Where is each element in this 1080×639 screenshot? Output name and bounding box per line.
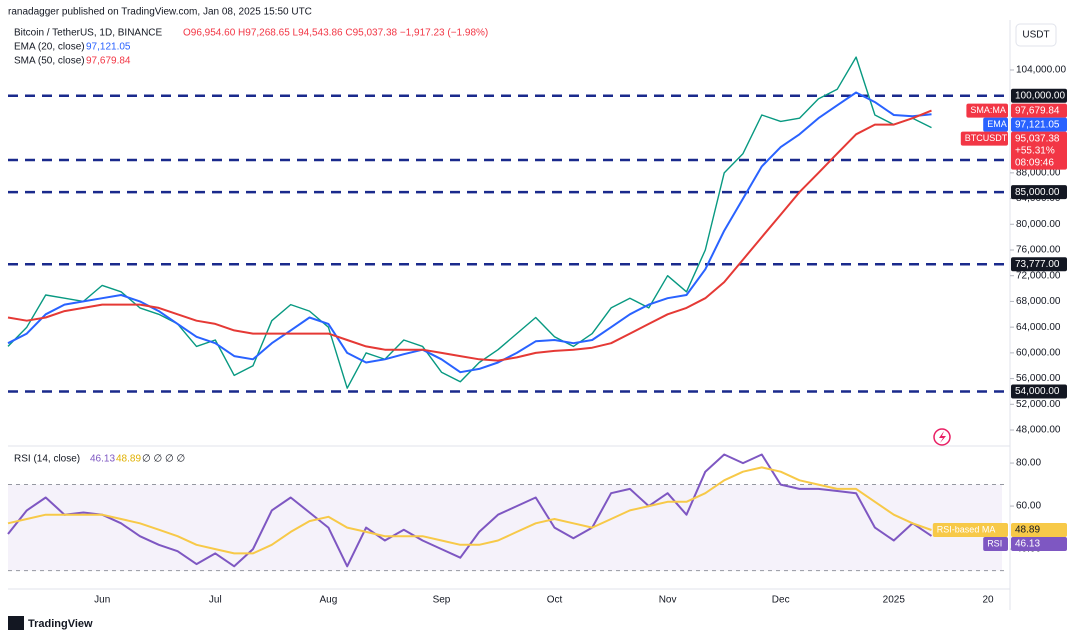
tag-box	[1011, 103, 1067, 118]
series-line	[7, 466, 932, 555]
tag-name-box	[960, 131, 1008, 146]
level-tag	[1011, 185, 1067, 200]
tag-name-box	[983, 117, 1008, 132]
y-tick-label: 56,000.00	[1016, 373, 1061, 384]
series-line	[7, 56, 932, 389]
level-tag	[1011, 257, 1067, 272]
ohlc: O96,954.60 H97,268.65 L94,543.86 C95,037…	[183, 28, 488, 39]
rsi-legend-value: 46.13	[90, 454, 115, 465]
tag-box	[1011, 536, 1067, 551]
x-tick-label: Dec	[772, 595, 790, 606]
level-tag-label: 85,000.00	[1015, 187, 1060, 198]
y-tick-label: 80,000.00	[1016, 219, 1061, 230]
y-tick-label: 104,000.00	[1016, 65, 1066, 76]
level-tag-label: 100,000.00	[1015, 90, 1065, 101]
y-tick-label: 60.00	[1016, 501, 1041, 512]
y-tick-label: 88,000.00	[1016, 167, 1061, 178]
rsi-legend-extra: ∅ ∅ ∅ ∅	[142, 454, 185, 465]
rsi-title: RSI (14, close)	[14, 454, 80, 465]
alert-icon[interactable]	[933, 428, 951, 446]
rsi-band	[8, 484, 1002, 571]
symbol: Bitcoin / TetherUS, 1D, BINANCE	[14, 28, 163, 39]
tag-label: 95,037.38	[1015, 133, 1060, 144]
tag-label: 97,121.05	[1015, 119, 1060, 130]
x-tick-label: Aug	[319, 595, 337, 606]
x-tick-label: Jun	[94, 595, 110, 606]
y-tick-label: 72,000.00	[1016, 270, 1061, 281]
y-tick-label: 52,000.00	[1016, 399, 1061, 410]
level-tag-label: 73,777.00	[1015, 259, 1060, 270]
level-tag	[1011, 384, 1067, 399]
currency[interactable]: USDT	[1022, 30, 1049, 41]
y-tick-label: 48,000.00	[1016, 425, 1061, 436]
series-line	[7, 91, 932, 374]
tag-extra: 08:09:46	[1015, 157, 1054, 168]
sma-legend-value: 97,679.84	[86, 56, 131, 67]
x-tick-label: Jul	[209, 595, 222, 606]
level-tag-label: 54,000.00	[1015, 386, 1060, 397]
tag-name-box	[983, 536, 1008, 551]
y-tick-label: 76,000.00	[1016, 245, 1061, 256]
x-tick-label: Nov	[659, 595, 677, 606]
x-tick-label: Sep	[433, 595, 451, 606]
ema-legend-value: 97,121.05	[86, 42, 131, 53]
tag-name: RSI-based MA	[937, 524, 996, 534]
tag-box	[1011, 131, 1067, 170]
ema-legend: EMA (20, close)	[14, 42, 85, 53]
y-tick-label: 80.00	[1016, 458, 1041, 469]
x-tick-label: 20	[982, 595, 994, 606]
tag-label: 97,679.84	[1015, 105, 1060, 116]
x-tick-label: Oct	[547, 595, 563, 606]
level-tag	[1011, 88, 1067, 103]
tag-label: 46.13	[1015, 539, 1040, 550]
y-tick-label: 64,000.00	[1016, 322, 1061, 333]
tag-name-box	[966, 103, 1008, 118]
tag-name: RSI	[987, 538, 1002, 548]
tag-name: SMA:MA	[970, 105, 1006, 115]
tag-box	[1011, 117, 1067, 132]
y-tick-label: 68,000.00	[1016, 296, 1061, 307]
tag-name: EMA	[987, 119, 1007, 129]
tag-box	[1011, 522, 1067, 537]
footer: TradingView	[28, 618, 93, 630]
currency-box[interactable]	[1015, 23, 1057, 47]
alert-icon-bolt	[939, 431, 946, 443]
tag-name: BTCUSDT	[965, 133, 1008, 143]
sma-legend: SMA (50, close)	[14, 56, 85, 67]
tag-label: 48.89	[1015, 525, 1040, 536]
series-line	[7, 109, 932, 362]
rsi-ma-legend-value: 48.89	[116, 454, 141, 465]
logo	[8, 616, 24, 630]
tag-name-box	[932, 522, 1008, 537]
tag-extra: +55.31%	[1015, 145, 1055, 156]
y-tick-label: 60,000.00	[1016, 348, 1061, 359]
x-tick-label: 2025	[883, 595, 906, 606]
publisher: ranadagger published on TradingView.com,…	[8, 7, 312, 18]
